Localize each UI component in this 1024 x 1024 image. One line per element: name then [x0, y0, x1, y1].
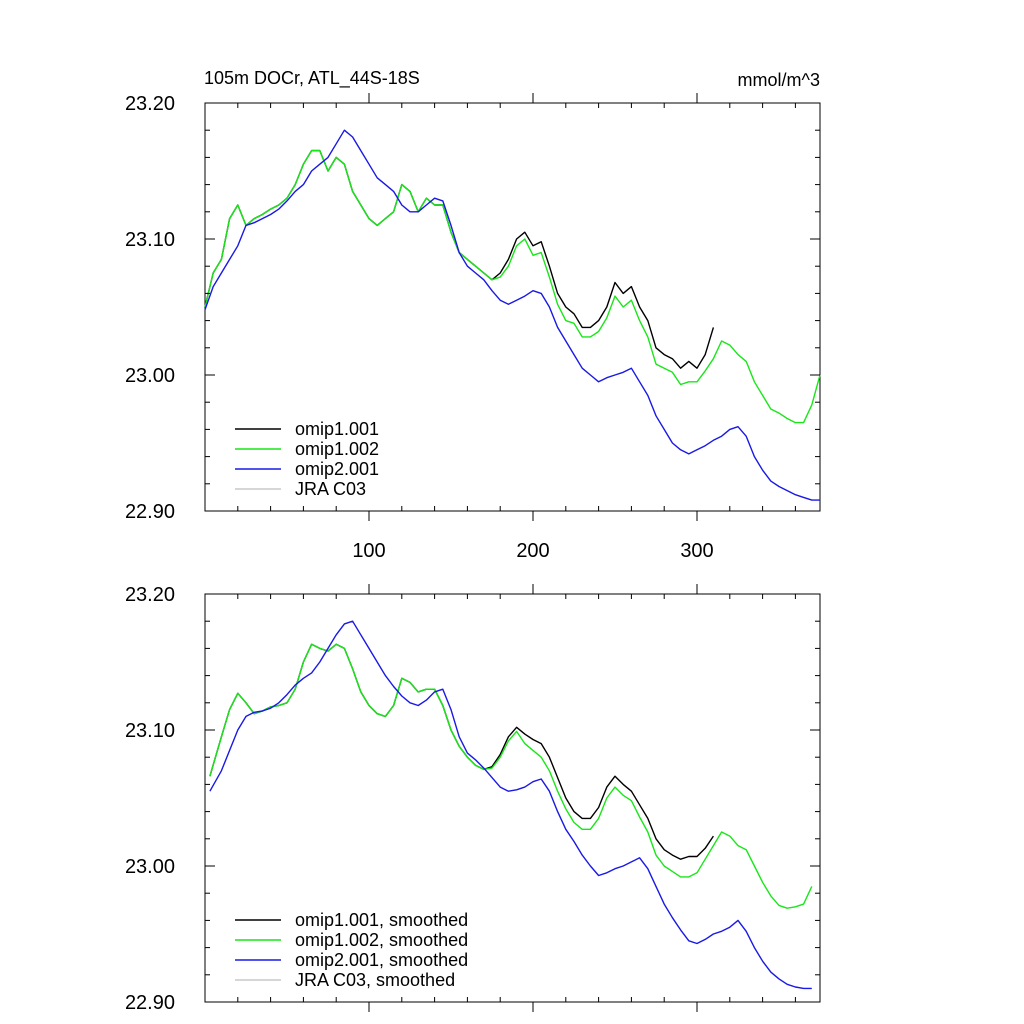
y-tick-label: 23.10: [125, 229, 175, 251]
x-tick-label: 100: [352, 540, 385, 562]
series-line-omip1-001: [204, 149, 715, 369]
y-tick-label: 23.00: [125, 365, 175, 387]
legend-label: omip2.001, smoothed: [295, 950, 468, 970]
plot-frame: [204, 593, 821, 1003]
legend-label: omip1.002, smoothed: [295, 930, 468, 950]
legend-label: JRA C03: [295, 479, 366, 499]
x-tick-label: 200: [516, 540, 549, 562]
y-tick-label: 22.90: [125, 501, 175, 523]
y-tick-label: 23.20: [125, 93, 175, 115]
series-line-omip1-001-smoothed: [209, 643, 714, 860]
series-layer: [204, 129, 821, 501]
series-line-omip1-002: [204, 149, 821, 424]
series-layer: [209, 620, 813, 990]
units-label: mmol/m^3: [738, 70, 820, 90]
tick-layer: 22.90 23.00 23.10 23.20 100 200 300: [125, 93, 820, 562]
series-line-omip2-001: [204, 129, 820, 501]
y-tick-label: 22.90: [125, 992, 175, 1014]
top-panel: 105m DOCr, ATL_44S-18S mmol/m^3 22.90 23.…: [125, 68, 821, 562]
tick-layer: 22.90 23.00 23.10 23.20: [125, 584, 820, 1014]
y-tick-label: 23.20: [125, 584, 175, 606]
series-line-omip1-002-smoothed: [209, 643, 813, 909]
legend-label: JRA C03, smoothed: [295, 970, 455, 990]
bottom-panel: 22.90 23.00 23.10 23.20 omip1.001, smoothed…: [125, 584, 821, 1014]
chart-title: 105m DOCr, ATL_44S-18S: [204, 68, 420, 89]
legend-label: omip1.002: [295, 439, 379, 459]
legend-label: omip1.001, smoothed: [295, 910, 468, 930]
series-line-omip2-001-smoothed: [209, 620, 812, 990]
legend-label: omip1.001: [295, 419, 379, 439]
x-tick-label: 300: [680, 540, 713, 562]
y-tick-label: 23.00: [125, 856, 175, 878]
legend-label: omip2.001: [295, 459, 379, 479]
y-tick-label: 23.10: [125, 720, 175, 742]
